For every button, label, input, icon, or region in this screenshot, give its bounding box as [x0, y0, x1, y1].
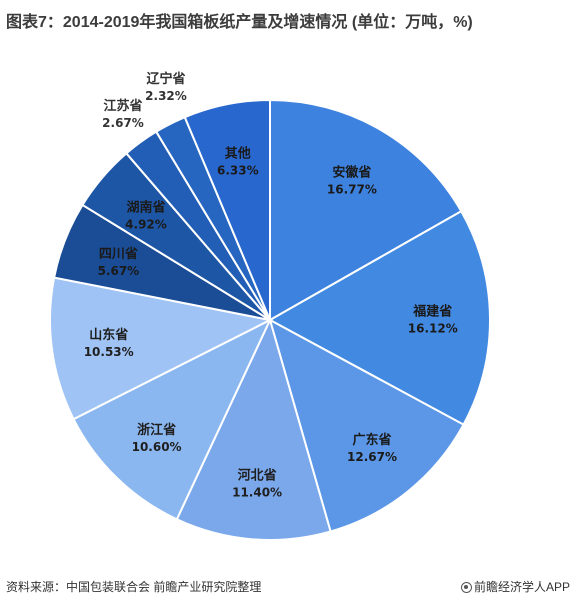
slice-value-label: 10.60%: [132, 440, 182, 454]
pie-slice: [268, 317, 465, 533]
slice-value-label: 16.12%: [408, 321, 458, 335]
slice-value-label: 4.92%: [125, 218, 167, 232]
slice-value-label: 2.67%: [102, 116, 144, 130]
pie-slice: [183, 98, 271, 321]
slice-category-label: 山东省: [89, 327, 128, 343]
slice-value-label: 12.67%: [347, 450, 397, 464]
brand-credit: 前瞻经济学人APP: [460, 578, 570, 595]
pie-slice: [267, 209, 491, 427]
slice-category-label: 河北省: [238, 467, 277, 483]
slice-value-label: 2.32%: [145, 89, 187, 103]
chart-title: 图表7：2014-2019年我国箱板纸产量及增速情况 (单位：万吨，%): [6, 14, 473, 31]
slice-category-label: 辽宁省: [146, 71, 185, 87]
slice-value-label: 11.40%: [232, 485, 282, 499]
slice-category-label: 广东省: [352, 432, 391, 448]
footer: 资料来源：中国包装联合会 前瞻产业研究院整理 前瞻经济学人APP: [6, 578, 570, 598]
slice-category-label: 福建省: [412, 303, 452, 319]
slice-category-label: 江苏省: [103, 98, 142, 114]
slice-category-label: 湖南省: [126, 200, 165, 216]
brand-logo-icon: [460, 582, 472, 593]
slice-category-label: 安徽省: [332, 164, 371, 180]
slice-category-label: 其他: [225, 145, 251, 161]
pie-slice: [49, 276, 274, 421]
source-note: 资料来源：中国包装联合会 前瞻产业研究院整理: [6, 580, 262, 594]
slice-value-label: 5.67%: [98, 264, 140, 278]
pie-slice: [269, 98, 463, 322]
slice-category-label: 浙江省: [137, 422, 176, 438]
pie-slice: [72, 317, 273, 521]
slice-value-label: 16.77%: [327, 182, 377, 196]
pie-slice: [175, 317, 332, 541]
slice-category-label: 四川省: [99, 246, 138, 262]
brand-text: 前瞻经济学人APP: [473, 580, 570, 594]
slice-value-label: 6.33%: [217, 163, 259, 177]
slice-value-label: 10.53%: [84, 345, 134, 359]
